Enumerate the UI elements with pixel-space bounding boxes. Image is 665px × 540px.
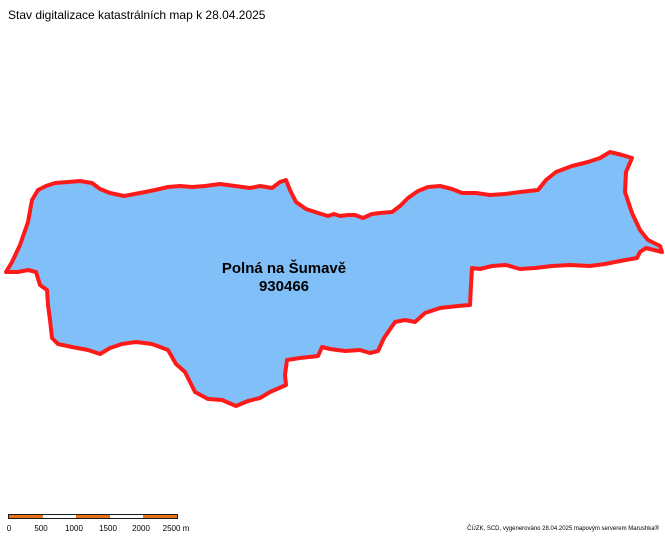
map-title: Stav digitalizace katastrálních map k 28… [8,8,266,22]
scale-segment [9,515,43,518]
cadastral-area-polygon[interactable] [4,150,664,408]
scale-segment [109,515,144,518]
scale-bar [8,514,178,519]
scale-label-1000: 1000 [65,524,83,533]
scale-labels: 0 500 1000 1500 2000 2500 m [0,524,200,536]
scale-segment [143,515,177,518]
scale-label-2500: 2500 m [162,524,190,533]
credit-text: ČÚZK, SCD, vygenerováno 28.04.2025 mapov… [467,526,659,532]
scale-segment [76,515,110,518]
area-label: Polná na Šumavě 930466 [222,260,346,296]
area-name: Polná na Šumavě [221,260,347,277]
scale-label-0: 0 [6,524,12,533]
area-code: 930466 [258,278,310,295]
scale-label-2000: 2000 [132,524,150,533]
scale-label-500: 500 [34,524,48,533]
scale-segment [42,515,77,518]
scale-label-1500: 1500 [99,524,117,533]
